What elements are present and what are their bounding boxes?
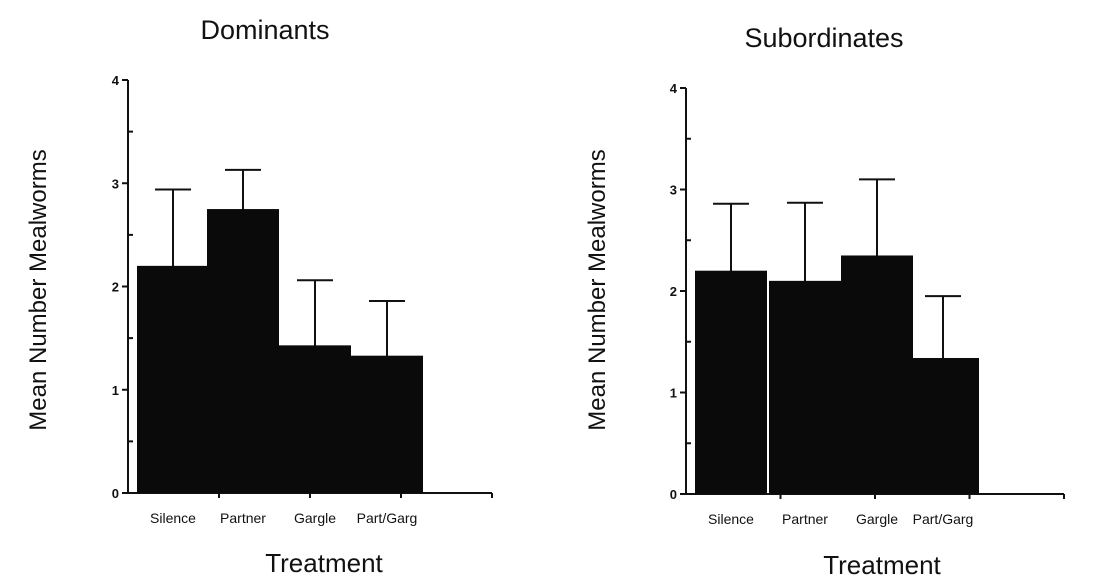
bar [207, 209, 279, 493]
y-axis-label: Mean Number Mealworms [584, 149, 611, 430]
y-tick-label: 3 [670, 183, 677, 198]
chart-dominants: Dominants Mean Number Mealworms Treatmen… [25, 15, 493, 578]
x-tick-label: Gargle [856, 511, 898, 527]
x-tick-label: Partner [782, 511, 828, 527]
x-axis-label: Treatment [823, 550, 941, 580]
bar [351, 355, 423, 493]
x-axis-label: Treatment [265, 548, 383, 578]
chart-title: Subordinates [744, 23, 903, 53]
bar [907, 357, 979, 494]
y-tick-label: 3 [112, 176, 119, 191]
bar [841, 255, 913, 494]
y-tick-label: 1 [112, 383, 119, 398]
x-tick-label: Part/Garg [357, 510, 418, 526]
y-tick-label: 2 [670, 284, 677, 299]
x-tick-label: Gargle [294, 510, 336, 526]
chart-title: Dominants [200, 15, 329, 45]
bar [279, 345, 351, 493]
y-tick-label: 0 [112, 486, 119, 501]
y-axis-label: Mean Number Mealworms [25, 149, 52, 430]
y-tick-label: 2 [112, 280, 119, 295]
chart-subordinates: Subordinates Mean Number Mealworms Treat… [584, 23, 1065, 580]
plot-area: 0 1 2 3 4 Silence Partner Gargle Part/Garg [112, 73, 493, 526]
x-tick-label: Silence [708, 511, 754, 527]
y-tick-label: 0 [670, 487, 677, 502]
bar [769, 280, 841, 494]
bar [695, 270, 767, 494]
x-tick-label: Partner [220, 510, 266, 526]
x-tick-label: Silence [150, 510, 196, 526]
y-tick-label: 4 [670, 81, 678, 96]
y-tick-label: 1 [670, 386, 677, 401]
plot-area: 0 1 2 3 4 Silence Partner Gargle Part/Garg [670, 81, 1065, 527]
bar [137, 265, 209, 493]
y-tick-label: 4 [112, 73, 120, 88]
x-tick-label: Part/Garg [913, 511, 974, 527]
